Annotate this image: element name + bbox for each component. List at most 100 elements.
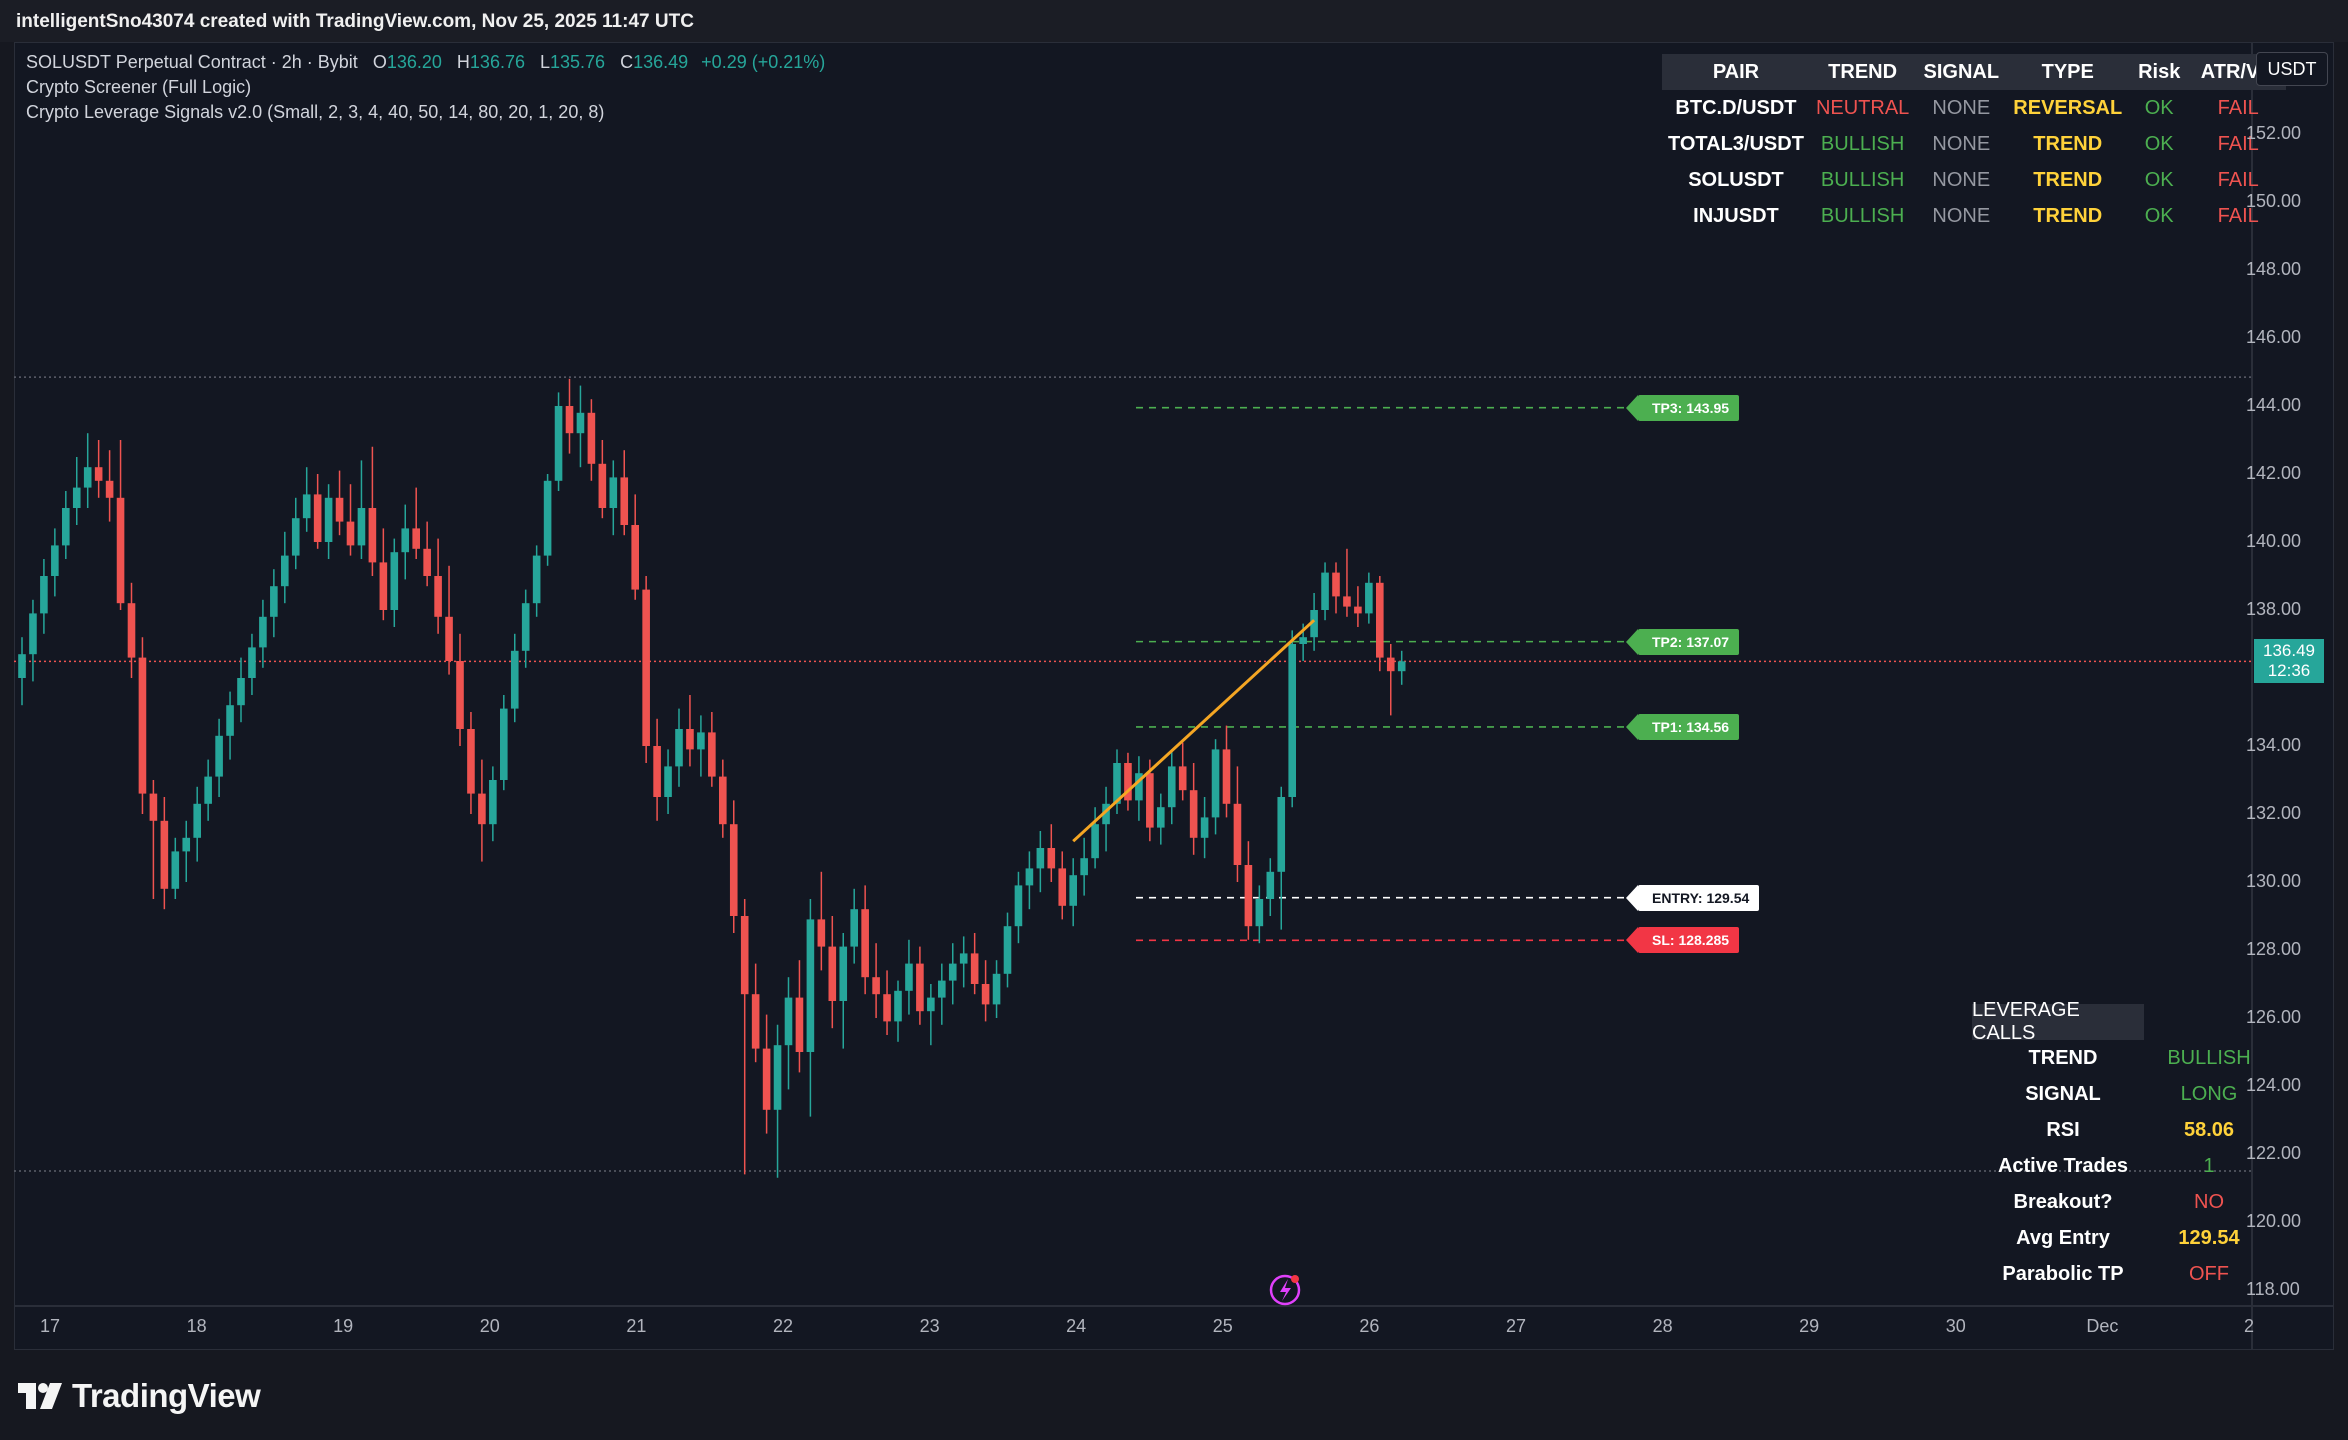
candle [1135,756,1143,821]
candle [138,637,147,814]
tradingview-logo[interactable]: TradingView [18,1375,261,1417]
candle [970,933,979,995]
candle-body [324,497,333,542]
header-pair: PAIR [1662,54,1810,90]
candle [40,559,48,634]
candle-body [872,977,880,995]
tradingview-logo-icon [18,1383,62,1409]
candle-body [40,576,48,614]
candle [445,565,453,675]
candle [291,497,300,570]
candle [543,474,552,566]
candle-body [576,412,585,434]
candle [938,963,946,1025]
flash-icon[interactable] [1269,1274,1301,1306]
candle-body [335,497,344,522]
time-tick: 2 [2243,1316,2255,1336]
candle [850,888,858,964]
candle-body [883,994,891,1022]
candle [478,759,486,862]
candle [1365,572,1373,624]
currency-button[interactable]: USDT [2256,52,2328,86]
candle [620,450,629,536]
range-lines [14,376,2252,1172]
candle-body [1211,749,1220,818]
tradingview-logo-text: TradingView [72,1377,261,1414]
price-tick: 122.00 [2246,1143,2302,1163]
price-tick: 120.00 [2246,1211,2302,1231]
candle-body [894,990,902,1022]
candle-body [1047,848,1056,869]
chart-area[interactable] [14,42,2334,1350]
candle [598,440,607,519]
candle-body [1025,868,1034,886]
candle-body [368,508,377,563]
price-tick: 128.00 [2246,939,2302,959]
atr-cell: FAIL [2217,204,2259,227]
trend-cell: BULLISH [1820,132,1905,155]
zigzag-line [1072,619,1316,843]
time-tick: 18 [186,1316,207,1336]
indicator-legend-screener[interactable]: Crypto Screener (Full Logic) [26,77,252,97]
candle-body [423,548,431,576]
time-tick: 23 [919,1316,940,1336]
candle-body [1288,644,1296,797]
open-label: O [372,52,387,72]
candle [489,766,497,842]
candle [719,759,727,838]
candle-body [116,497,125,604]
candle-body [1003,926,1012,974]
candle-body [1343,596,1351,607]
candle [62,491,70,559]
time-tick: 29 [1799,1316,1820,1336]
candle [773,1024,782,1178]
candle-body [357,508,366,546]
candle [1157,793,1165,845]
table-row: SOLUSDT BULLISH NONE TREND OK FAIL [1662,162,2286,198]
candle [1233,766,1242,882]
countdown-value: 12:36 [2267,661,2311,681]
price-tick: 152.00 [2246,123,2302,143]
candle-body [1113,763,1121,804]
candle-body [631,525,639,590]
candle [1332,562,1340,614]
high-value: 136.76 [469,52,525,72]
candle [708,712,716,787]
leverage-value: 58.06 [2183,1118,2235,1141]
candle [839,933,848,1049]
candle-body [1354,606,1362,614]
candle-body [521,603,530,651]
candle-body [51,545,59,576]
candle [828,916,837,1029]
leverage-calls-table: TREND BULLISH SIGNAL LONG RSI 58.06 Active Tra… [1980,1040,2272,1292]
candle-body [916,963,924,1012]
candle-body [510,650,519,709]
candle-body [740,916,749,995]
symbol-legend[interactable]: SOLUSDT Perpetual Contract · 2h · Bybit … [26,52,825,73]
candle [401,504,410,580]
candle-body [839,946,848,1001]
candle [1058,851,1067,920]
candle-body [62,508,70,546]
screener-header-row: PAIR TREND SIGNAL TYPE Risk ATR/Vol [1662,54,2287,90]
trend-cell: BULLISH [1820,168,1905,191]
leverage-label: Breakout? [2013,1190,2113,1213]
candle-body [72,487,81,508]
candle-body [1255,899,1264,927]
candle [1178,742,1187,801]
candle [29,599,37,682]
price-tick: 144.00 [2246,395,2302,415]
candle [554,392,563,491]
candle-body [959,953,968,964]
indicator-legend-leverage[interactable]: Crypto Leverage Signals v2.0 (Small, 2, … [26,102,605,122]
candle [1036,831,1045,893]
candle-body [686,729,694,750]
candle-body [149,793,158,821]
candle [237,657,245,723]
price-tick: 130.00 [2246,871,2302,891]
atr-cell: FAIL [2217,168,2259,191]
atr-cell: FAIL [2217,96,2259,119]
candle [861,885,869,995]
candle-body [1310,610,1318,638]
